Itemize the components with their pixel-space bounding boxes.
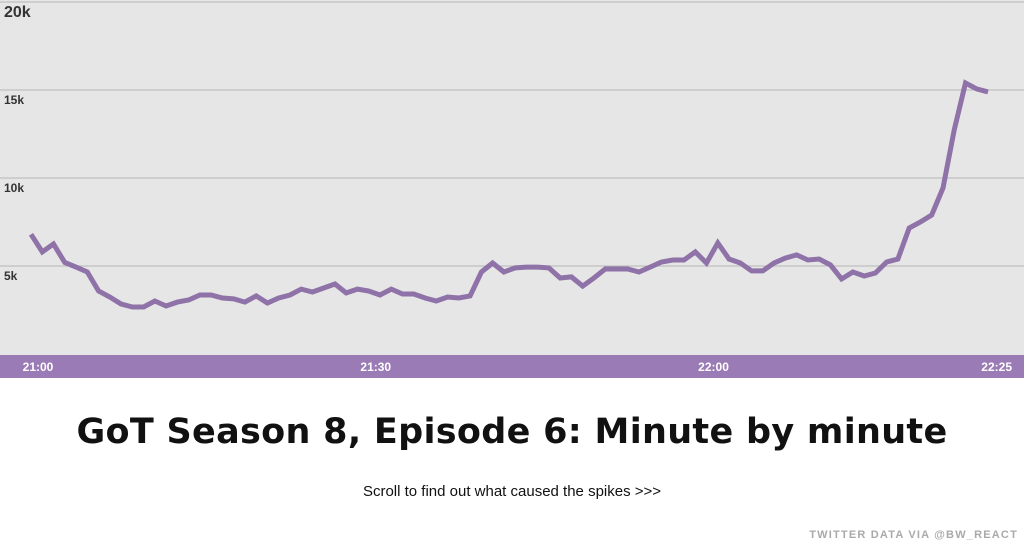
y-tick-label: 5k: [4, 269, 18, 283]
y-tick-label: 20k: [4, 4, 31, 21]
y-tick-label: 15k: [4, 93, 24, 107]
data-credit: TWITTER DATA VIA @BW_REACT: [809, 529, 1018, 541]
x-tick-label: 21:00: [23, 360, 54, 374]
gridlines: [0, 1, 1024, 267]
x-tick-label: 21:30: [360, 360, 391, 374]
chart-subtitle: Scroll to find out what caused the spike…: [362, 483, 662, 500]
x-tick-label: 22:25: [981, 360, 1012, 374]
x-tick-label: 22:00: [698, 360, 729, 374]
y-tick-label: 10k: [4, 181, 24, 195]
series-line: [28, 79, 989, 310]
x-axis-band: [0, 355, 1024, 378]
y-axis-labels: 05k10k15k20k: [4, 4, 31, 374]
chart-title: GoT Season 8, Episode 6: Minute by minut…: [76, 412, 948, 452]
x-axis-labels: 21:00 21:30 22:00 22:25: [23, 360, 1013, 374]
